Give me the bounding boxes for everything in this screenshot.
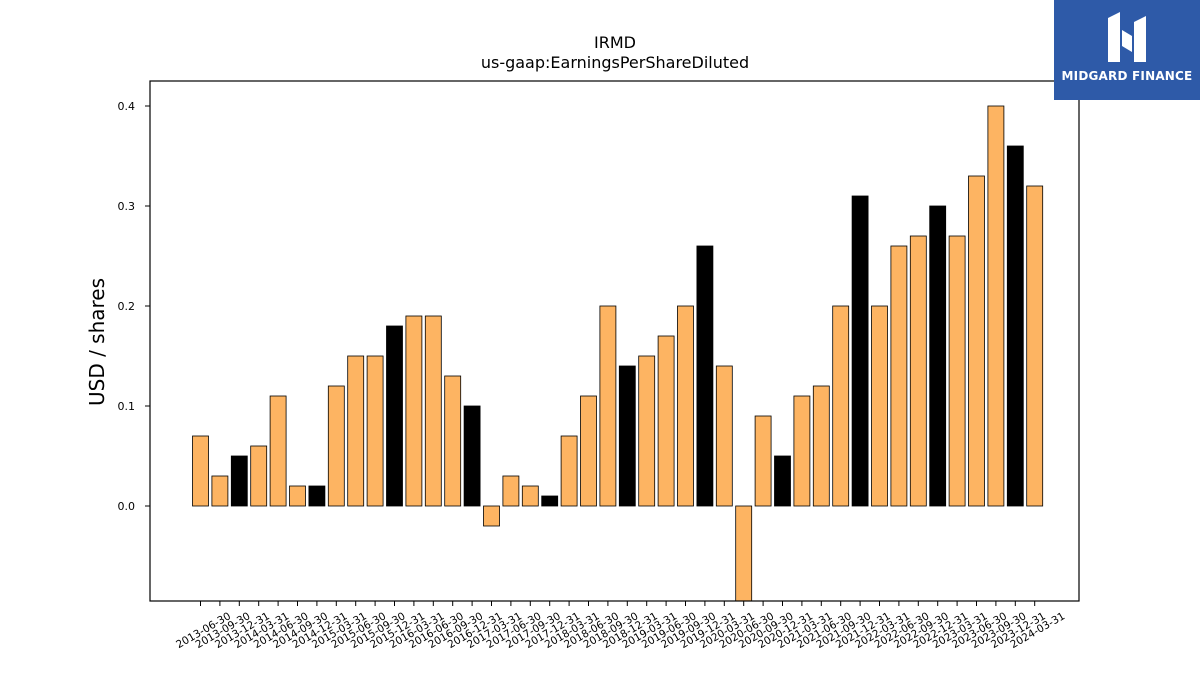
bar-2023-12-31 bbox=[1006, 145, 1024, 507]
bar-2019-06-30 bbox=[657, 335, 675, 507]
y-tick-label: 0.3 bbox=[118, 200, 136, 213]
bar-2017-03-31 bbox=[483, 505, 500, 527]
bar-2023-03-31 bbox=[948, 235, 966, 507]
bar-2017-06-30 bbox=[502, 475, 520, 507]
bar-2015-06-30 bbox=[347, 355, 365, 507]
bar-2016-06-30 bbox=[424, 315, 442, 507]
bar-2018-03-31 bbox=[560, 435, 578, 507]
bar-2020-03-31 bbox=[715, 365, 733, 507]
bar-2024-03-31 bbox=[1026, 185, 1044, 507]
bar-2017-12-31 bbox=[541, 495, 559, 507]
x-axis-ticks: 2013-06-302013-09-302013-12-312014-03-31… bbox=[174, 601, 1067, 651]
bar-2013-06-30 bbox=[192, 435, 209, 507]
chart-title: IRMD bbox=[594, 33, 636, 52]
bar-2017-09-30 bbox=[521, 485, 539, 507]
logo-text: MIDGARD FINANCE bbox=[1061, 69, 1193, 83]
bar-2015-03-31 bbox=[327, 385, 345, 507]
bar-2018-12-31 bbox=[618, 365, 636, 507]
bar-2014-12-31 bbox=[308, 485, 326, 507]
bar-2020-12-31 bbox=[774, 455, 791, 507]
bar-2018-06-30 bbox=[580, 395, 597, 507]
bar-2022-12-31 bbox=[929, 205, 947, 507]
bar-2022-06-30 bbox=[890, 245, 908, 507]
bar-2020-06-30 bbox=[735, 505, 753, 602]
bar-2021-03-31 bbox=[793, 395, 811, 507]
bar-2022-09-30 bbox=[909, 235, 927, 507]
bar-2014-03-31 bbox=[250, 445, 268, 507]
bar-2020-09-30 bbox=[754, 415, 772, 507]
bar-2015-09-30 bbox=[366, 355, 384, 507]
chart-subtitle: us-gaap:EarningsPerShareDiluted bbox=[481, 53, 749, 72]
bar-2018-09-30 bbox=[599, 305, 617, 507]
y-tick-label: 0.1 bbox=[118, 400, 136, 413]
y-tick-label: 0.2 bbox=[118, 300, 136, 313]
y-axis-label: USD / shares bbox=[85, 278, 109, 406]
midgard-logo-icon bbox=[1108, 12, 1146, 62]
y-axis-ticks: 0.0 0.1 0.2 0.3 0.4 bbox=[118, 100, 150, 513]
bar-2023-09-30 bbox=[987, 105, 1005, 507]
bar-2019-09-30 bbox=[677, 305, 694, 507]
bar-2021-09-30 bbox=[832, 305, 850, 507]
bar-2013-12-31 bbox=[230, 455, 248, 507]
bar-2021-06-30 bbox=[812, 385, 830, 507]
bar-2013-09-30 bbox=[211, 475, 229, 507]
bar-2016-03-31 bbox=[405, 315, 423, 507]
brand-logo: MIDGARD FINANCE bbox=[1054, 0, 1200, 100]
plot-frame bbox=[149, 80, 1080, 602]
y-tick-label: 0.4 bbox=[118, 100, 136, 113]
bar-2016-12-31 bbox=[463, 405, 481, 507]
bars-group bbox=[192, 105, 1044, 602]
bar-2014-06-30 bbox=[269, 395, 287, 507]
bar-2019-03-31 bbox=[638, 355, 656, 507]
bar-2022-03-31 bbox=[871, 305, 888, 507]
bar-2015-12-31 bbox=[386, 325, 403, 507]
bar-2014-09-30 bbox=[289, 485, 306, 507]
y-tick-label: 0.0 bbox=[118, 500, 136, 513]
bar-2019-12-31 bbox=[696, 245, 714, 507]
bar-2021-12-31 bbox=[851, 195, 869, 507]
bar-2016-09-30 bbox=[444, 375, 462, 507]
bar-2023-06-30 bbox=[968, 175, 985, 507]
